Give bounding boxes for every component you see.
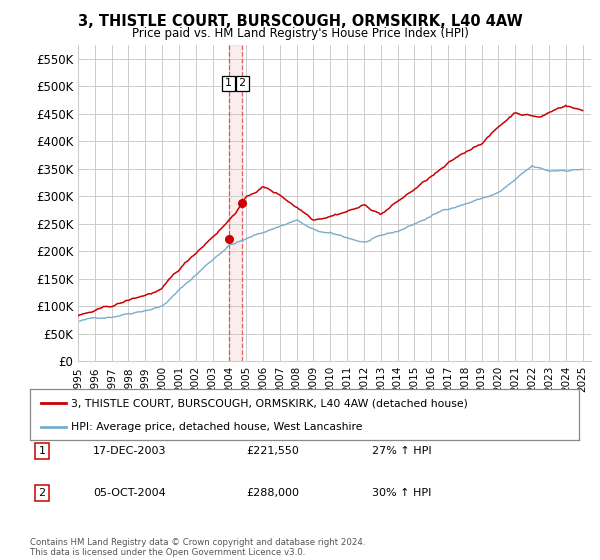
Text: £221,550: £221,550: [246, 446, 299, 456]
Text: HPI: Average price, detached house, West Lancashire: HPI: Average price, detached house, West…: [71, 422, 362, 432]
Text: 17-DEC-2003: 17-DEC-2003: [93, 446, 167, 456]
Text: £288,000: £288,000: [246, 488, 299, 498]
Text: Contains HM Land Registry data © Crown copyright and database right 2024.
This d: Contains HM Land Registry data © Crown c…: [30, 538, 365, 557]
Text: 27% ↑ HPI: 27% ↑ HPI: [372, 446, 431, 456]
Text: 3, THISTLE COURT, BURSCOUGH, ORMSKIRK, L40 4AW (detached house): 3, THISTLE COURT, BURSCOUGH, ORMSKIRK, L…: [71, 398, 468, 408]
Text: Price paid vs. HM Land Registry's House Price Index (HPI): Price paid vs. HM Land Registry's House …: [131, 27, 469, 40]
Bar: [229, 45, 242, 361]
Text: 05-OCT-2004: 05-OCT-2004: [93, 488, 166, 498]
Text: 2: 2: [38, 488, 46, 498]
Text: 1: 1: [225, 78, 232, 88]
Text: 1: 1: [38, 446, 46, 456]
Text: 3, THISTLE COURT, BURSCOUGH, ORMSKIRK, L40 4AW: 3, THISTLE COURT, BURSCOUGH, ORMSKIRK, L…: [77, 14, 523, 29]
Text: 2: 2: [239, 78, 246, 88]
Text: 30% ↑ HPI: 30% ↑ HPI: [372, 488, 431, 498]
